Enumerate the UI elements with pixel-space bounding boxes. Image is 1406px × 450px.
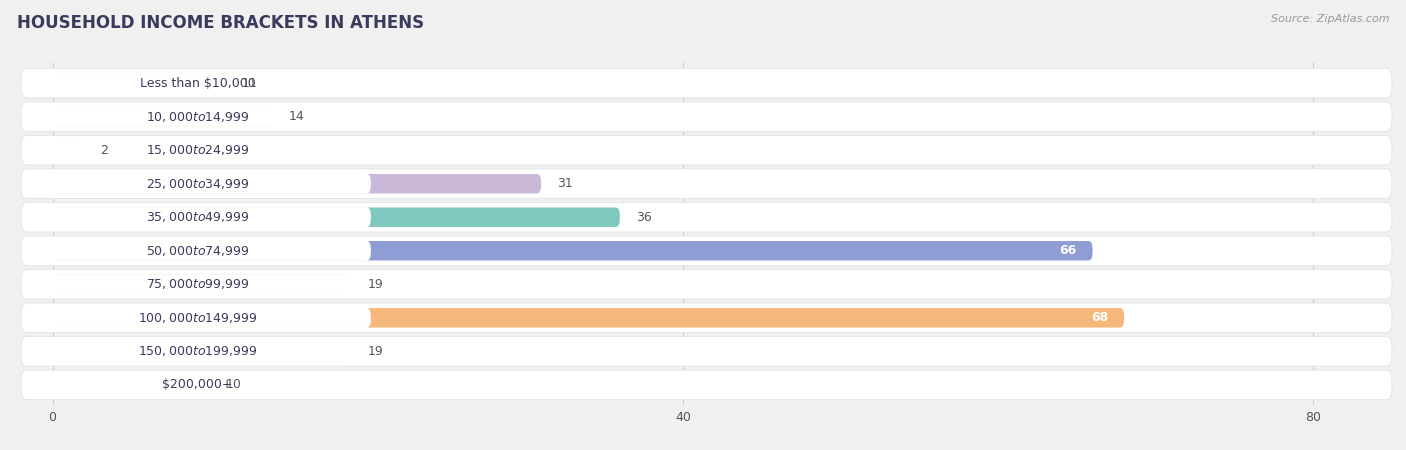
Text: 2: 2 (100, 144, 108, 157)
Text: HOUSEHOLD INCOME BRACKETS IN ATHENS: HOUSEHOLD INCOME BRACKETS IN ATHENS (17, 14, 425, 32)
FancyBboxPatch shape (21, 270, 1392, 299)
Text: 19: 19 (368, 345, 384, 358)
FancyBboxPatch shape (24, 174, 371, 194)
Text: $35,000 to $49,999: $35,000 to $49,999 (146, 210, 249, 224)
FancyBboxPatch shape (21, 236, 1392, 266)
Text: 68: 68 (1091, 311, 1108, 324)
FancyBboxPatch shape (52, 73, 226, 93)
FancyBboxPatch shape (24, 341, 371, 361)
FancyBboxPatch shape (52, 140, 84, 160)
FancyBboxPatch shape (24, 73, 371, 93)
Text: 14: 14 (290, 110, 305, 123)
FancyBboxPatch shape (21, 169, 1392, 198)
Text: $50,000 to $74,999: $50,000 to $74,999 (146, 244, 249, 258)
FancyBboxPatch shape (52, 207, 620, 227)
FancyBboxPatch shape (24, 241, 371, 261)
Text: $15,000 to $24,999: $15,000 to $24,999 (146, 143, 249, 157)
FancyBboxPatch shape (24, 375, 371, 395)
Text: 31: 31 (557, 177, 572, 190)
Text: $150,000 to $199,999: $150,000 to $199,999 (138, 344, 257, 358)
FancyBboxPatch shape (24, 308, 371, 328)
FancyBboxPatch shape (52, 308, 1123, 328)
Text: 36: 36 (636, 211, 651, 224)
Text: $100,000 to $149,999: $100,000 to $149,999 (138, 311, 257, 325)
FancyBboxPatch shape (52, 274, 352, 294)
FancyBboxPatch shape (52, 241, 1092, 261)
FancyBboxPatch shape (52, 375, 209, 395)
FancyBboxPatch shape (21, 68, 1392, 98)
Text: $25,000 to $34,999: $25,000 to $34,999 (146, 177, 249, 191)
Text: 19: 19 (368, 278, 384, 291)
Text: 10: 10 (226, 378, 242, 392)
Text: $200,000+: $200,000+ (162, 378, 233, 392)
FancyBboxPatch shape (21, 337, 1392, 366)
FancyBboxPatch shape (52, 342, 352, 361)
FancyBboxPatch shape (52, 107, 273, 126)
Text: $10,000 to $14,999: $10,000 to $14,999 (146, 110, 249, 124)
FancyBboxPatch shape (21, 370, 1392, 400)
Text: Source: ZipAtlas.com: Source: ZipAtlas.com (1271, 14, 1389, 23)
FancyBboxPatch shape (52, 174, 541, 194)
FancyBboxPatch shape (21, 135, 1392, 165)
FancyBboxPatch shape (24, 107, 371, 127)
FancyBboxPatch shape (24, 274, 371, 294)
Text: 66: 66 (1060, 244, 1077, 257)
Text: Less than $10,000: Less than $10,000 (139, 76, 256, 90)
FancyBboxPatch shape (21, 303, 1392, 333)
Text: 11: 11 (242, 76, 257, 90)
FancyBboxPatch shape (24, 140, 371, 160)
FancyBboxPatch shape (21, 202, 1392, 232)
FancyBboxPatch shape (24, 207, 371, 227)
Text: $75,000 to $99,999: $75,000 to $99,999 (146, 277, 249, 291)
FancyBboxPatch shape (21, 102, 1392, 131)
